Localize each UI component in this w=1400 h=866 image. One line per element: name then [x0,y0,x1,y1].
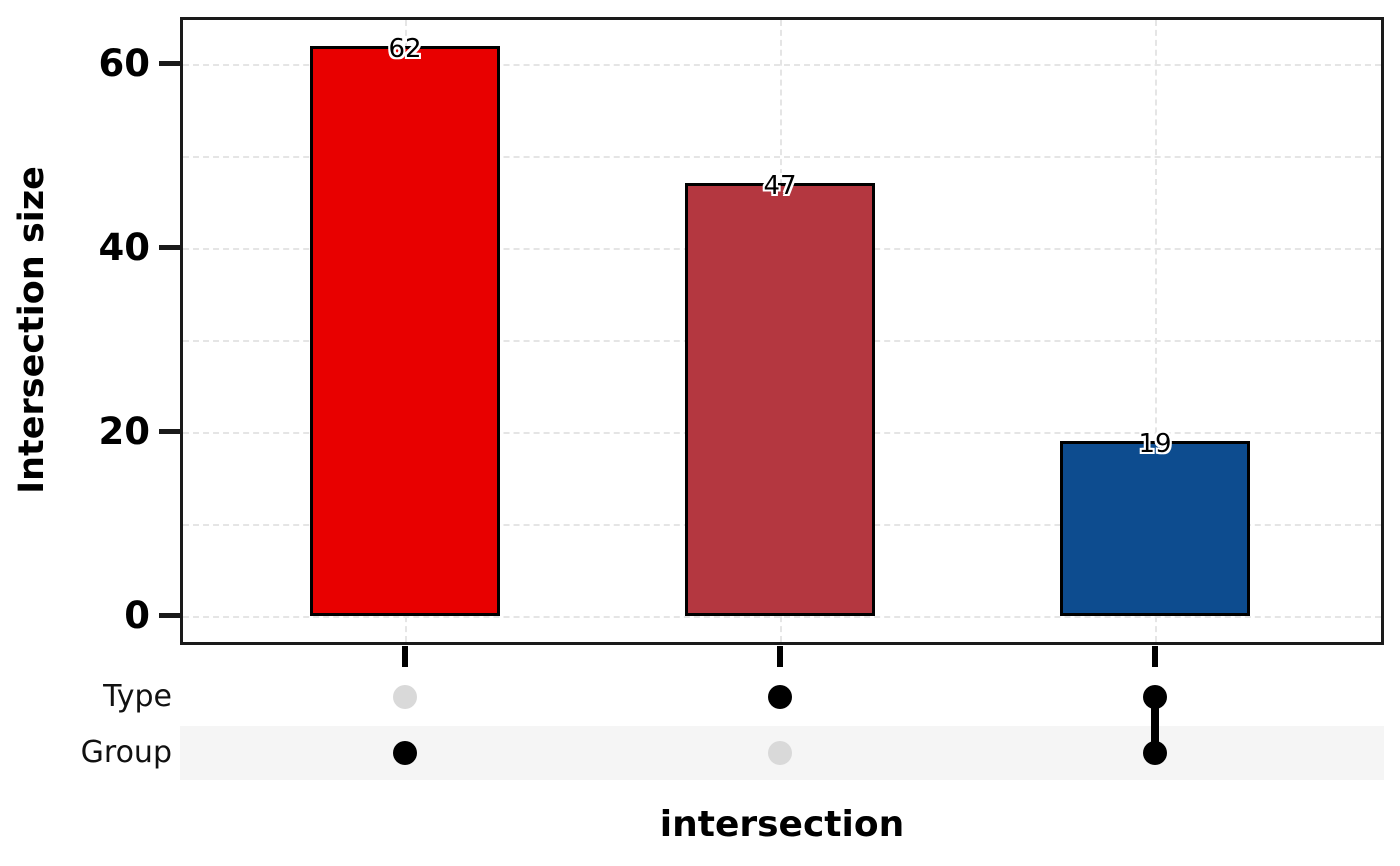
matrix-row-label-type: Type [103,679,172,714]
matrix-dot-present [393,741,417,765]
gridline-horizontal [183,63,1381,66]
y-tick-label: 40 [98,225,151,269]
matrix-dot-absent [768,741,792,765]
matrix-row-label-group: Group [80,735,172,770]
y-tick-label: 20 [98,409,151,453]
y-tick-mark [159,61,181,67]
matrix-connector [1151,697,1159,753]
matrix-dot-absent [393,685,417,709]
intersection-bar [310,45,500,616]
gridline-vertical [1155,20,1157,642]
bar-value-label: 62 [388,33,422,64]
y-tick-mark [159,245,181,251]
x-tick-mark [777,646,783,667]
gridline-horizontal [183,615,1381,618]
intersection-bar [685,183,875,616]
y-tick-label: 0 [124,593,150,637]
x-axis-title: intersection [659,804,905,845]
matrix-dot-present [768,685,792,709]
plot-area: 62 47 19 [180,17,1384,645]
y-tick-label: 60 [98,41,151,85]
gridline-horizontal [183,155,1381,158]
bar-value-label: 47 [763,171,797,202]
matrix-dot-present [1143,685,1167,709]
intersection-bar [1060,440,1250,616]
y-tick-mark [159,429,181,435]
bar-value-label: 19 [1138,428,1172,459]
x-tick-mark [402,646,408,667]
x-tick-mark [1152,646,1158,667]
y-tick-mark [159,613,181,619]
matrix-dot-present [1143,741,1167,765]
